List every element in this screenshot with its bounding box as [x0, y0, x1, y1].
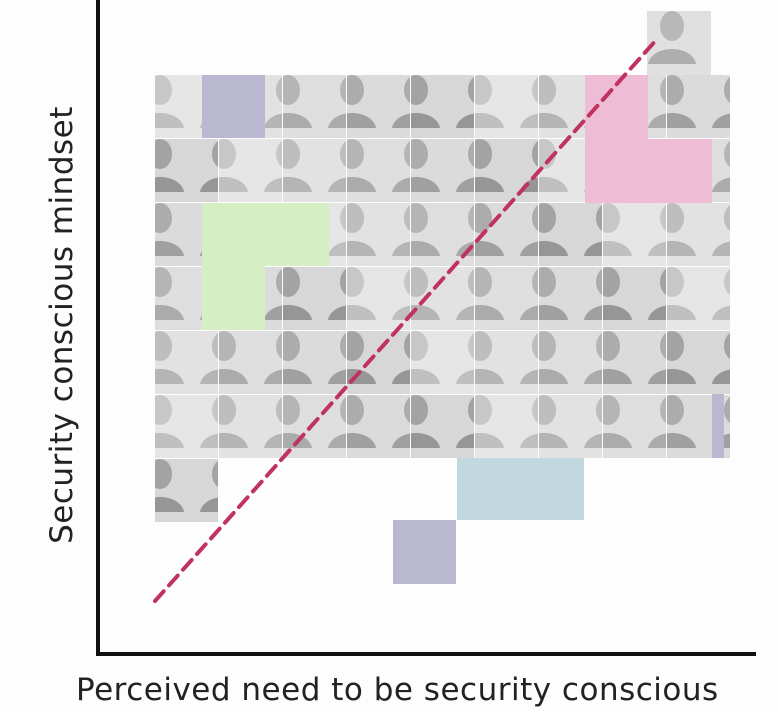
face-photo-tile — [475, 395, 538, 458]
face-photo-tile — [647, 11, 711, 75]
face-photo-tile — [411, 75, 474, 138]
face-photo-tile — [155, 395, 218, 458]
x-axis-label: Perceived need to be security conscious — [76, 672, 719, 708]
face-photo-tile — [667, 75, 730, 138]
trend-line — [153, 36, 660, 603]
green-block — [202, 203, 329, 266]
face-photo-tile — [283, 267, 346, 330]
face-photo-tile — [219, 395, 282, 458]
face-photo-tile — [155, 331, 218, 394]
face-photo-tile — [667, 267, 730, 330]
lavender-sliver — [712, 394, 724, 458]
light-blue-block — [457, 458, 584, 520]
face-photo-tile — [539, 267, 602, 330]
face-photo-tile — [539, 203, 602, 266]
face-photo-tile — [667, 331, 730, 394]
face-photo-tile — [347, 395, 410, 458]
face-photo-tile — [475, 75, 538, 138]
green-block — [202, 266, 265, 330]
face-photo-tile — [219, 331, 282, 394]
face-photo-tile — [539, 395, 602, 458]
face-photo-tile — [411, 139, 474, 202]
face-photo-tile — [667, 203, 730, 266]
face-photo-tile — [347, 75, 410, 138]
face-photo-tile — [475, 203, 538, 266]
face-photo-tile — [475, 331, 538, 394]
lavender-block — [393, 520, 456, 584]
face-photo-tile — [283, 331, 346, 394]
face-photo-tile — [603, 267, 666, 330]
lavender-block — [202, 75, 265, 138]
face-photo-tile — [283, 75, 346, 138]
face-photo-tile — [475, 139, 538, 202]
face-photo-tile — [283, 139, 346, 202]
face-photo-tile — [347, 139, 410, 202]
face-photo-tile — [539, 331, 602, 394]
pink-block — [585, 139, 712, 203]
face-photo-tile — [347, 331, 410, 394]
face-photo-tile — [155, 459, 218, 522]
face-photo-tile — [283, 395, 346, 458]
face-photo-tile — [603, 395, 666, 458]
face-photo-tile — [475, 267, 538, 330]
face-photo-tile — [219, 139, 282, 202]
face-photo-tile — [155, 139, 218, 202]
face-photo-tile — [411, 331, 474, 394]
face-photo-tile — [603, 331, 666, 394]
face-photo-tile — [347, 203, 410, 266]
face-photo-tile — [347, 267, 410, 330]
axes — [96, 0, 756, 656]
y-axis-label: Security conscious mindset — [44, 106, 80, 544]
face-photo-tile — [603, 203, 666, 266]
face-photo-tile — [411, 395, 474, 458]
